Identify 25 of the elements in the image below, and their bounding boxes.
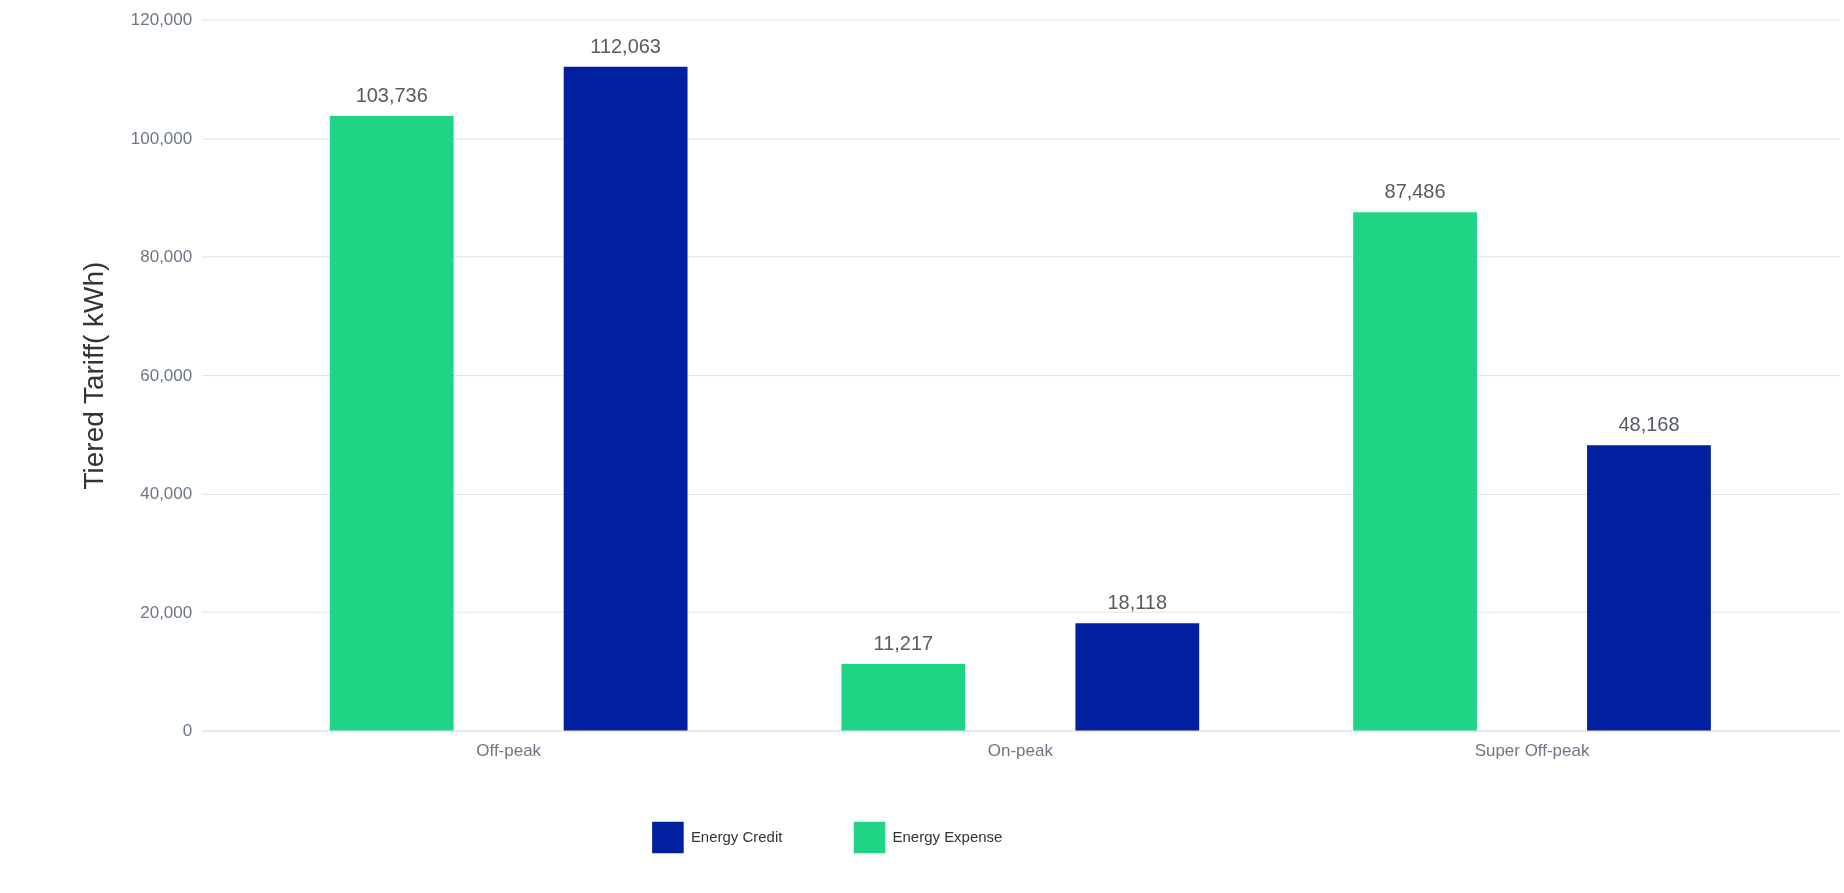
x-tick-label: Off-peak (476, 740, 542, 760)
data-label: 18,118 (1107, 591, 1168, 614)
x-tick-label: On-peak (987, 740, 1054, 760)
y-tick-label: 0 (182, 721, 193, 740)
legend-label: Energy Expense (892, 828, 1003, 846)
x-tick-label: Super Off-peak (1474, 740, 1590, 760)
data-label: 11,217 (873, 632, 934, 655)
bar (329, 116, 454, 731)
data-label: 103,736 (355, 84, 428, 107)
bar (563, 66, 688, 731)
data-label: 87,486 (1384, 180, 1446, 203)
y-tick-label: 80,000 (140, 247, 193, 267)
y-tick-label: 100,000 (130, 128, 193, 148)
bar (1353, 212, 1477, 731)
y-axis-title: Tiered Tariff( kWh) (77, 261, 109, 490)
y-tick-label: 120,000 (130, 10, 193, 30)
legend-label: Energy Credit (690, 828, 784, 846)
y-tick-label: 20,000 (140, 602, 193, 622)
bar (1075, 623, 1200, 731)
y-tick-label: 60,000 (140, 365, 193, 385)
bar (841, 664, 966, 731)
data-label: 48,168 (1618, 413, 1680, 436)
data-label: 112,063 (590, 34, 661, 57)
y-tick-label: 40,000 (140, 484, 193, 504)
bar (1587, 445, 1711, 731)
